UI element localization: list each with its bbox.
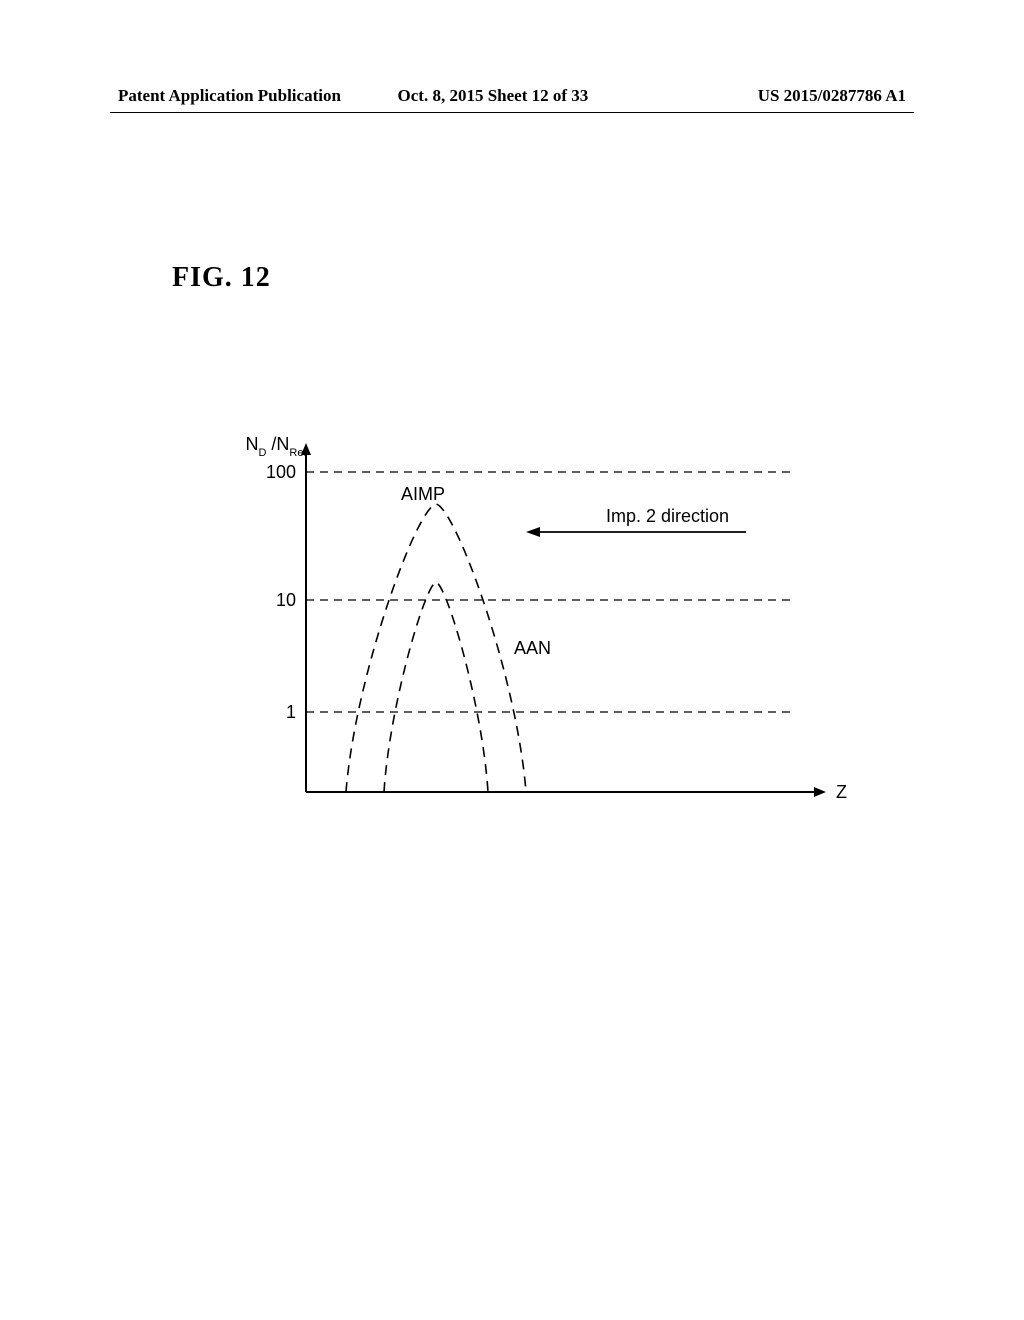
header-rule <box>110 112 914 113</box>
svg-text:10: 10 <box>276 590 296 610</box>
svg-text:Z: Z <box>836 782 847 802</box>
header-right: US 2015/0287786 A1 <box>758 86 906 106</box>
chart-svg: ND /NRef Z 100 10 1 AIMP AAN Imp. 2 direction <box>246 432 866 812</box>
svg-text:AAN: AAN <box>514 638 551 658</box>
svg-text:Imp. 2 direction: Imp. 2 direction <box>606 506 729 526</box>
page-header: Patent Application Publication Oct. 8, 2… <box>0 86 1024 106</box>
svg-text:100: 100 <box>266 462 296 482</box>
chart-container: ND /NRef Z 100 10 1 AIMP AAN Imp. 2 direction <box>246 432 866 812</box>
svg-text:1: 1 <box>286 702 296 722</box>
header-left: Patent Application Publication <box>118 86 341 106</box>
figure-label: FIG. 12 <box>172 262 271 294</box>
header-center: Oct. 8, 2015 Sheet 12 of 33 <box>398 86 589 106</box>
svg-text:AIMP: AIMP <box>401 484 445 504</box>
svg-text:ND /NRef: ND /NRef <box>246 434 307 459</box>
